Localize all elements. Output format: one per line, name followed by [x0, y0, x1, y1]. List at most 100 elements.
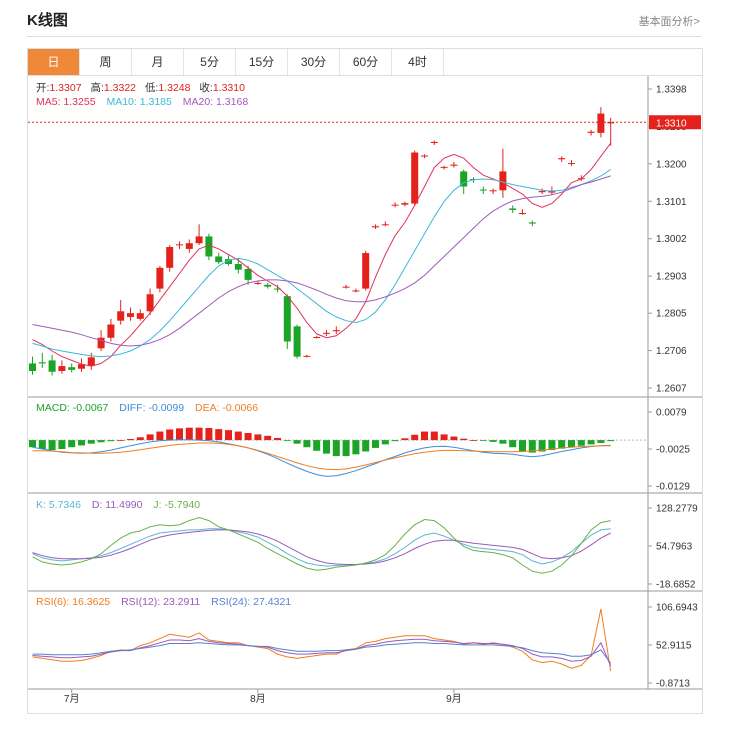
candle-body — [176, 244, 183, 246]
candle-body — [548, 191, 556, 193]
chart-grid — [28, 76, 702, 690]
j-legend: J: -5.7940 — [153, 499, 200, 511]
candle-body — [48, 360, 56, 372]
dea-line — [32, 442, 611, 471]
y-tick-label: 1.3398 — [656, 85, 687, 96]
rsi24-legend: RSI(24): 27.4321 — [211, 596, 291, 608]
y-tick-label: -18.6852 — [656, 580, 696, 591]
candle-body — [362, 253, 370, 289]
macd-bar — [548, 440, 556, 451]
macd-bar — [362, 440, 370, 452]
candle-body — [117, 311, 125, 321]
macd-bar — [156, 431, 164, 441]
header-divider — [27, 36, 701, 37]
tab-4hour[interactable]: 4时 — [392, 49, 444, 75]
open-label: 开: — [36, 82, 49, 94]
tab-day[interactable]: 日 — [28, 49, 80, 75]
macd-bar — [29, 440, 36, 448]
rsi24-line — [32, 642, 612, 664]
candle-body — [303, 355, 311, 357]
candle-body — [127, 313, 134, 317]
rsi6-line — [32, 608, 612, 672]
tab-15min[interactable]: 15分 — [236, 49, 288, 75]
candle-body — [234, 264, 242, 270]
y-tick-label: 52.9115 — [656, 641, 692, 652]
macd-bar — [568, 440, 575, 448]
high-label: 高: — [90, 81, 103, 94]
candle-body — [391, 204, 399, 206]
macd-bar — [430, 431, 438, 441]
macd-bar — [528, 440, 536, 453]
tab-30min[interactable]: 30分 — [288, 49, 340, 75]
ma5-line — [32, 142, 612, 367]
period-tabs: 日 周 月 5分 15分 30分 60分 4时 — [28, 49, 702, 76]
macd-panel: 0.0079 -0.0025 -0.0129 — [28, 408, 690, 493]
candle-body — [58, 366, 66, 371]
tab-60min[interactable]: 60分 — [340, 49, 392, 75]
macd-bar — [38, 440, 46, 449]
y-tick-label: -0.8713 — [656, 679, 690, 690]
candle-body — [401, 203, 409, 205]
macd-bar — [519, 440, 526, 452]
candle-body — [450, 164, 458, 166]
svg-text:开:1.3307 高:1.3322: 开:1.3307 高:1.3322 低:1.3248 收:1.3310 — [36, 81, 245, 94]
candle-body — [440, 166, 448, 168]
macd-bar — [58, 440, 66, 449]
kline-chart[interactable]: 1.33981.32991.32001.31011.30021.29031.28… — [28, 76, 702, 712]
macd-bar — [499, 440, 507, 444]
svg-text:MA5: 1.3255 MA10: 1.31: MA5: 1.3255 MA10: 1.3185 MA20: 1.3168 — [36, 96, 248, 108]
y-tick-label: 1.2607 — [656, 384, 687, 395]
fundamental-analysis-link[interactable]: 基本面分析> — [638, 16, 700, 28]
candle-body — [372, 226, 379, 228]
macd-bar — [372, 440, 379, 448]
tab-week[interactable]: 周 — [80, 49, 132, 75]
candle-body — [607, 122, 615, 124]
y-tick-label: 1.3002 — [656, 234, 687, 245]
macd-bar — [244, 432, 252, 441]
candle-body — [597, 113, 605, 133]
candle-body — [195, 236, 203, 244]
macd-bar — [205, 428, 213, 441]
dea-legend: DEA: -0.0066 — [195, 402, 258, 414]
tab-month[interactable]: 月 — [132, 49, 184, 75]
candle-body — [489, 190, 497, 192]
candle-body — [352, 290, 360, 292]
candle-body — [558, 158, 566, 160]
candle-body — [156, 267, 164, 289]
macd-bar — [401, 438, 409, 441]
macd-bar — [411, 434, 419, 441]
kdj-panel: 128.2779 54.7963 -18.6852 — [32, 504, 698, 591]
x-tick-label: 9月 — [446, 693, 462, 705]
chart-legends: 开:1.3307 高:1.3322 低:1.3248 收:1.3310 MA5:… — [36, 81, 291, 608]
macd-bar — [460, 438, 468, 441]
macd-bar — [489, 440, 497, 442]
macd-bar — [421, 431, 428, 441]
candle-body — [29, 363, 36, 371]
candle-body — [166, 247, 174, 268]
macd-bar — [607, 440, 615, 442]
candle-body — [264, 284, 272, 287]
macd-bar — [332, 440, 340, 457]
macd-bar — [352, 440, 360, 455]
candle-body — [421, 155, 428, 157]
last-price-tag — [649, 115, 701, 130]
candle-body — [519, 212, 526, 214]
macd-bar — [470, 440, 477, 441]
tab-5min[interactable]: 5分 — [184, 49, 236, 75]
candle-body — [254, 282, 262, 284]
candle-body — [313, 336, 321, 338]
macd-bar — [185, 427, 193, 441]
dif-line — [32, 439, 611, 477]
candle-body — [225, 259, 232, 265]
rsi12-legend: RSI(12): 23.2911 — [121, 596, 200, 608]
candle-body — [215, 256, 223, 263]
candle-body — [68, 367, 76, 370]
macd-bar — [127, 439, 134, 441]
candle-body — [499, 171, 507, 191]
k-legend: K: 5.7346 — [36, 499, 81, 511]
candle-body — [274, 288, 281, 290]
ma20-line — [32, 175, 611, 347]
macd-bar — [303, 440, 311, 448]
macd-bar — [48, 440, 56, 451]
macd-bar — [479, 440, 487, 441]
